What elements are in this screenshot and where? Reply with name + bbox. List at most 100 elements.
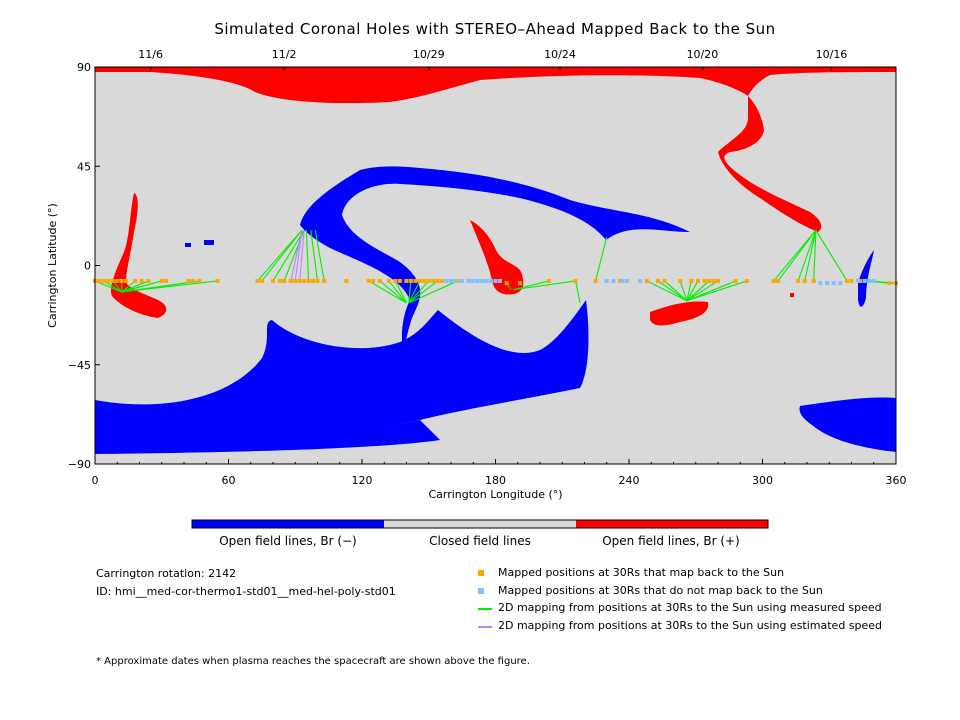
- date-tick-label: 10/20: [687, 48, 719, 61]
- open-negative-southern-cap: [95, 300, 589, 452]
- x-tick-label: 180: [485, 474, 506, 487]
- y-tick-label: 0: [84, 260, 91, 273]
- mapped-point: [393, 278, 398, 283]
- measured-mapping-line: [310, 230, 319, 282]
- x-axis-label: Carrington Longitude (°): [428, 488, 562, 501]
- unmapped-point: [620, 278, 625, 283]
- mapped-point: [322, 278, 327, 283]
- mapped-point: [417, 278, 422, 283]
- open-negative-southern-cap-lower: [95, 420, 440, 454]
- colorbar-segment: [192, 520, 384, 528]
- mapped-point: [386, 278, 391, 283]
- mapped-point: [277, 278, 282, 283]
- estimated-mapping-line: [290, 230, 303, 282]
- unmapped-point: [449, 278, 453, 283]
- mapped-point: [215, 278, 220, 283]
- date-tick-label: 10/16: [816, 48, 848, 61]
- mapped-point: [371, 278, 376, 283]
- date-tick-label: 11/2: [272, 48, 297, 61]
- measured-mapping-line: [664, 280, 688, 302]
- unmapped-point: [871, 278, 876, 283]
- measured-mapping-line: [686, 280, 699, 302]
- legend-label-estimated: 2D mapping from positions at 30Rs to the…: [498, 619, 883, 632]
- unmapped-point: [493, 278, 498, 283]
- mapped-point: [858, 278, 863, 283]
- mapped-point: [97, 278, 102, 283]
- y-tick-label: 90: [77, 61, 91, 74]
- date-tick-label: 11/6: [138, 48, 163, 61]
- mapped-point: [796, 278, 801, 283]
- measured-mapping-line: [379, 280, 407, 304]
- unmapped-point: [856, 278, 861, 283]
- unmapped-point: [624, 278, 629, 283]
- mapped-point: [164, 278, 169, 283]
- unmapped-point: [444, 278, 449, 283]
- mapped-point: [435, 278, 440, 283]
- mapped-point: [845, 278, 850, 283]
- mapped-point: [887, 281, 892, 286]
- measured-mapping-line: [314, 230, 325, 282]
- coronal-hole-regions: [95, 67, 896, 464]
- unmapped-point: [480, 278, 485, 283]
- measured-mapping-line: [121, 280, 162, 293]
- mapped-point: [771, 278, 776, 283]
- date-tick-label: 10/29: [413, 48, 445, 61]
- legend-line-measured: [478, 608, 492, 610]
- mapped-point: [146, 278, 151, 283]
- measured-mapping-line: [657, 280, 688, 302]
- mapped-point: [618, 278, 623, 283]
- open-negative-central-hole: [300, 166, 690, 360]
- x-tick-label: 0: [92, 474, 99, 487]
- mapped-point: [110, 278, 115, 283]
- legend-label-measured: 2D mapping from positions at 30Rs to the…: [498, 601, 882, 614]
- measured-mapping-line: [815, 229, 848, 282]
- footnote: * Approximate dates when plasma reaches …: [96, 656, 530, 667]
- date-tick-label: 10/24: [544, 48, 576, 61]
- mapped-point: [504, 281, 509, 286]
- mapped-point: [695, 278, 700, 283]
- y-tick-label: −90: [68, 458, 91, 471]
- open-positive-northern-cap: [95, 67, 896, 104]
- measured-mapping-line: [368, 280, 407, 304]
- mapped-point: [711, 278, 716, 283]
- mapped-point: [655, 278, 660, 283]
- open-positive-south-hole: [650, 301, 709, 326]
- colorbar-frame: [191, 519, 769, 529]
- measured-mapping-line: [408, 280, 421, 304]
- measured-mapping-line: [121, 280, 149, 293]
- mapped-point: [190, 278, 195, 283]
- measured-mapping-line: [305, 230, 310, 281]
- mapped-point: [716, 278, 720, 283]
- unmapped-point: [497, 278, 502, 283]
- mapped-point: [702, 278, 707, 283]
- open-negative-speck-2: [204, 240, 214, 245]
- unmapped-point: [611, 278, 616, 283]
- mapped-point: [119, 278, 124, 283]
- measured-mapping-line: [408, 280, 458, 304]
- axes: 0 60 120 180 240 300 360 90 45 0 −45 −90 11/6 11/2 10/…: [46, 48, 907, 501]
- mapped-point: [106, 278, 111, 283]
- legend-label-mapped: Mapped positions at 30Rs that map back t…: [498, 566, 785, 579]
- mapped-point: [431, 278, 436, 283]
- measured-mapping-line: [513, 280, 550, 291]
- legend-swatch-unmapped: [478, 588, 484, 594]
- model-id: ID: hmi__med-cor-thermo1-std01__med-hel-…: [96, 585, 396, 598]
- mapped-point: [707, 278, 712, 283]
- mapped-points: [93, 278, 898, 286]
- measured-mapping-line: [408, 280, 430, 304]
- measured-mapping-line: [777, 229, 817, 282]
- mapped-point: [422, 278, 427, 283]
- unmapped-point: [475, 278, 480, 283]
- unmapped-point: [489, 278, 494, 283]
- mapped-point: [297, 278, 302, 283]
- mapped-point: [849, 278, 854, 283]
- measured-mapping-line: [394, 280, 407, 304]
- mapped-point: [573, 278, 578, 283]
- open-positive-center-hole: [470, 220, 524, 295]
- measured-mapping-line: [272, 229, 305, 282]
- mapped-point: [455, 278, 460, 283]
- y-axis-label: Carrington Latitude (°): [46, 203, 59, 328]
- mapped-point: [124, 278, 129, 283]
